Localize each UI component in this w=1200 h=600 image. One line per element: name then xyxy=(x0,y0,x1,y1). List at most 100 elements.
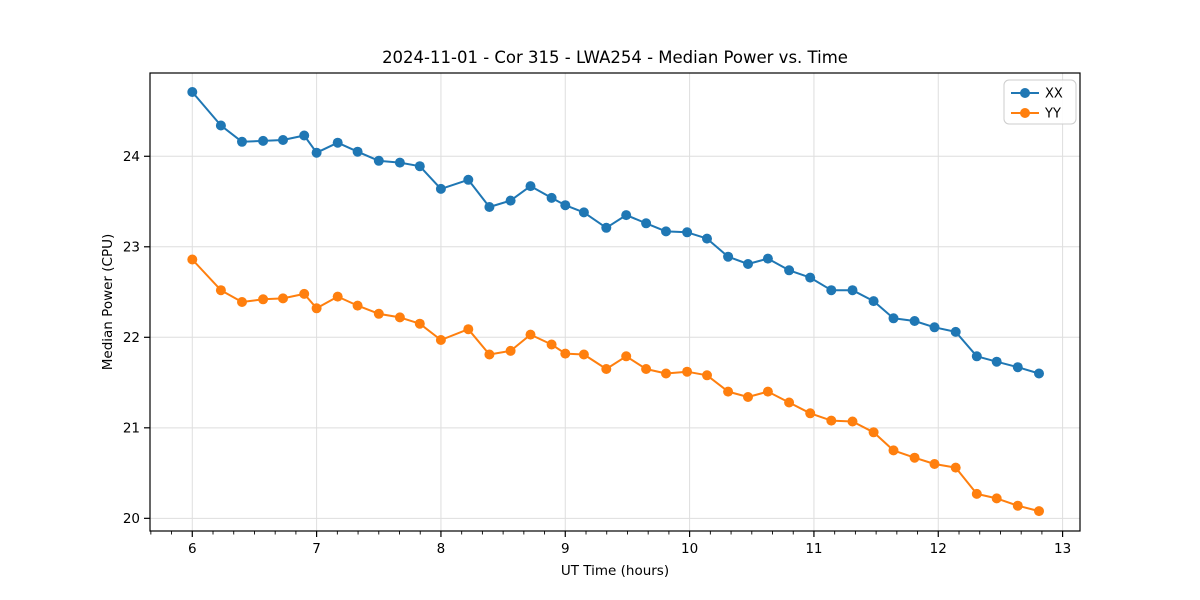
series-xx xyxy=(187,87,1044,379)
y-tick-label: 20 xyxy=(123,511,140,527)
data-point xyxy=(435,335,446,345)
data-point xyxy=(332,291,343,302)
data-point xyxy=(215,120,226,131)
data-point xyxy=(237,297,247,307)
legend-frame xyxy=(1003,79,1077,125)
data-point xyxy=(463,174,474,185)
data-point xyxy=(621,351,632,362)
data-point xyxy=(991,356,1002,367)
legend-item-yy: YY xyxy=(1011,107,1061,122)
series-yy-line xyxy=(191,258,1040,513)
chart-title: 2024-11-01 - Cor 315 - LWA254 - Median P… xyxy=(382,48,848,67)
data-point xyxy=(1012,500,1023,511)
legend-marker xyxy=(1020,88,1030,98)
data-point xyxy=(187,254,198,265)
data-point xyxy=(909,452,920,463)
data-point xyxy=(723,251,734,262)
data-point xyxy=(826,415,837,426)
data-point xyxy=(578,349,589,360)
data-point xyxy=(258,294,269,305)
data-point xyxy=(187,87,198,97)
data-point xyxy=(278,293,288,304)
data-point xyxy=(601,364,612,374)
data-point xyxy=(723,386,734,397)
data-point xyxy=(762,253,773,264)
data-point xyxy=(888,445,899,456)
data-point xyxy=(278,135,288,145)
data-point xyxy=(888,313,899,324)
data-point xyxy=(971,488,982,499)
data-point xyxy=(847,285,858,296)
data-point xyxy=(641,218,652,229)
series-xx-line xyxy=(191,91,1040,375)
data-point xyxy=(784,397,795,408)
x-tick-label: 6 xyxy=(188,541,197,557)
data-point xyxy=(1034,368,1044,379)
data-point xyxy=(505,195,516,206)
data-point xyxy=(641,364,652,374)
data-point xyxy=(950,326,961,337)
data-point xyxy=(352,300,363,311)
data-point xyxy=(971,351,982,362)
data-point xyxy=(560,200,571,211)
legend-marker xyxy=(1020,108,1030,118)
data-point xyxy=(909,316,920,326)
series-layer xyxy=(187,87,1044,517)
data-point xyxy=(805,272,816,283)
x-tick-label: 10 xyxy=(681,541,698,557)
x-axis-label: UT Time (hours) xyxy=(561,563,669,579)
data-point xyxy=(560,348,571,359)
data-point xyxy=(826,285,837,296)
data-point xyxy=(682,227,693,238)
legend-label: YY xyxy=(1044,107,1061,122)
data-point xyxy=(215,285,226,296)
data-point xyxy=(682,366,693,377)
data-point xyxy=(463,324,474,335)
data-point xyxy=(394,157,405,168)
data-point xyxy=(929,322,940,333)
data-point xyxy=(929,459,940,469)
x-tick-label: 11 xyxy=(805,541,822,557)
data-point xyxy=(352,146,363,157)
x-tick-label: 13 xyxy=(1054,541,1071,557)
series-yy xyxy=(187,254,1044,517)
y-tick-label: 22 xyxy=(123,330,140,346)
legend-item-xx: XX xyxy=(1011,87,1063,102)
data-point xyxy=(373,155,384,166)
data-point xyxy=(299,130,310,141)
data-point xyxy=(237,136,247,147)
data-point xyxy=(621,210,632,221)
axis-ticks: 6 7 8 9 10 11 12 13 20 21 22 23 24 xyxy=(123,149,1071,557)
data-point xyxy=(484,202,495,212)
data-point xyxy=(702,370,712,381)
data-point xyxy=(991,493,1002,504)
data-point xyxy=(435,183,446,194)
y-tick-label: 24 xyxy=(123,149,140,165)
data-point xyxy=(661,368,671,379)
x-tick-label: 12 xyxy=(930,541,947,557)
data-point xyxy=(661,226,671,237)
data-point xyxy=(950,462,961,473)
legend: XX YY xyxy=(1003,79,1077,125)
data-point xyxy=(525,181,536,192)
y-tick-label: 23 xyxy=(123,239,140,255)
x-tick-label: 7 xyxy=(312,541,321,557)
data-point xyxy=(805,408,816,419)
x-tick-label: 9 xyxy=(561,541,570,557)
data-point xyxy=(414,318,425,329)
data-point xyxy=(546,339,557,350)
data-point xyxy=(414,161,425,172)
data-point xyxy=(546,192,557,203)
x-tick-label: 8 xyxy=(437,541,446,557)
data-point xyxy=(299,288,310,299)
data-point xyxy=(784,265,795,276)
data-point xyxy=(258,135,269,146)
legend-label: XX xyxy=(1045,87,1063,102)
data-point xyxy=(394,312,405,323)
grid xyxy=(150,73,1080,531)
data-point xyxy=(373,308,384,319)
data-point xyxy=(505,345,516,356)
data-point xyxy=(743,392,753,402)
